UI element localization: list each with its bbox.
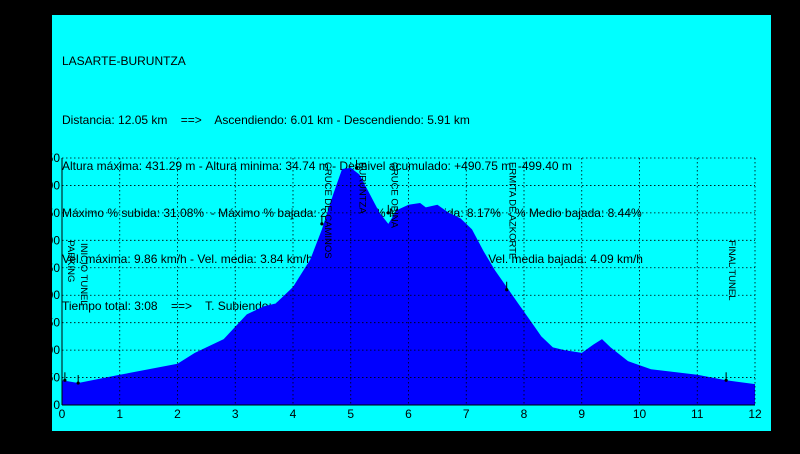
x-tick-label: 3 bbox=[232, 407, 239, 421]
y-tick-label: 0 bbox=[53, 398, 60, 412]
y-tick-label: 250 bbox=[52, 261, 60, 275]
y-tick-label: 350 bbox=[52, 206, 60, 220]
y-tick-label: 300 bbox=[52, 233, 60, 247]
waypoint-marker bbox=[386, 211, 390, 215]
waypoint-label: PARKING bbox=[65, 240, 76, 282]
waypoint-label: BURUNTZA bbox=[357, 162, 368, 214]
x-tick-label: 12 bbox=[748, 407, 762, 421]
x-tick-label: 9 bbox=[578, 407, 585, 421]
y-tick-label: 400 bbox=[52, 178, 60, 192]
x-tick-label: 4 bbox=[290, 407, 297, 421]
x-tick-label: 6 bbox=[405, 407, 412, 421]
waypoint-marker bbox=[320, 222, 324, 226]
x-tick-label: 8 bbox=[521, 407, 528, 421]
profile-panel: LASARTE-BURUNTZA Distancia: 12.05 km ==>… bbox=[52, 15, 771, 431]
route-title: LASARTE-BURUNTZA bbox=[62, 54, 186, 68]
elevation-profile-chart: 0123456789101112050100150200250300350400… bbox=[52, 151, 762, 421]
y-tick-label: 100 bbox=[52, 343, 60, 357]
waypoint-label: ERMITA DE AZKORTE bbox=[507, 162, 518, 259]
y-tick-label: 50 bbox=[52, 371, 60, 385]
y-tick-label: 200 bbox=[52, 288, 60, 302]
waypoint-marker bbox=[76, 381, 80, 385]
y-tick-label: 150 bbox=[52, 316, 60, 330]
stats-line-distance: Distancia: 12.05 km ==> Ascendiendo: 6.0… bbox=[62, 112, 470, 127]
x-tick-label: 10 bbox=[633, 407, 647, 421]
waypoint-label: INICIO TUNEL bbox=[78, 243, 89, 306]
waypoint-label: FINAL TUNEL bbox=[726, 240, 737, 300]
y-tick-label: 450 bbox=[52, 151, 60, 165]
x-tick-label: 2 bbox=[174, 407, 181, 421]
waypoint-marker bbox=[724, 378, 728, 382]
waypoint-marker bbox=[505, 288, 509, 292]
waypoint-label: CRUCE OBINA bbox=[388, 162, 399, 229]
x-tick-label: 5 bbox=[347, 407, 354, 421]
x-tick-label: 1 bbox=[116, 407, 123, 421]
waypoint-marker bbox=[354, 166, 359, 170]
x-tick-label: 7 bbox=[463, 407, 470, 421]
x-tick-label: 0 bbox=[59, 407, 66, 421]
waypoint-marker bbox=[63, 378, 67, 382]
waypoint-label: CRUCE DE CAMINOS bbox=[322, 162, 333, 259]
x-tick-label: 11 bbox=[691, 407, 704, 421]
